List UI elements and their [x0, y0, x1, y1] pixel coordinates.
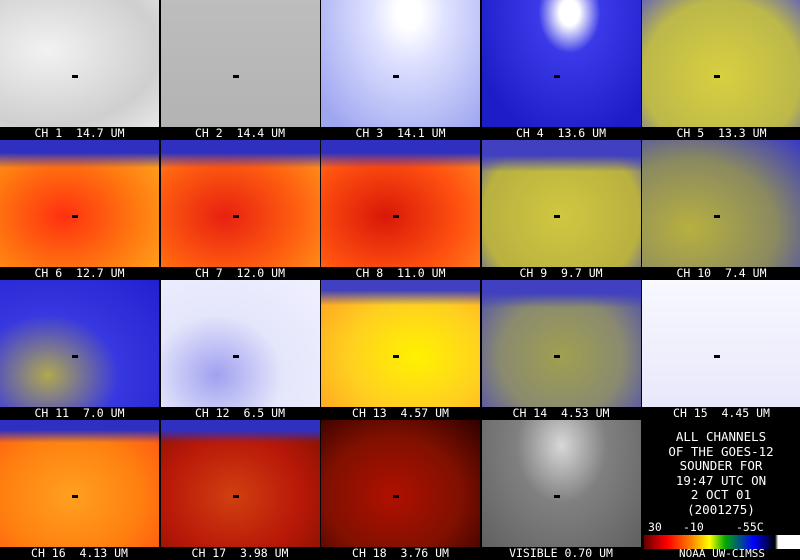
channel-image: [481, 420, 641, 547]
location-marker: [714, 355, 720, 358]
channel-panel: CH 10 7.4 UM: [642, 140, 800, 280]
location-marker: [72, 75, 78, 78]
channel-label: CH 6 12.7 UM: [34, 266, 125, 280]
location-marker: [232, 355, 239, 358]
location-marker: [232, 495, 239, 498]
channel-panel: CH 7 12.0 UM: [160, 140, 320, 280]
channel-label: CH 18 3.76 UM: [352, 546, 449, 560]
channel-label: CH 1 14.7 UM: [34, 126, 125, 140]
location-marker: [553, 495, 560, 498]
channel-image: [0, 280, 159, 407]
channel-label: CH 16 4.13 UM: [31, 546, 128, 560]
colorbar-label: -10: [683, 520, 704, 534]
channel-image: [0, 420, 159, 547]
location-marker: [553, 75, 560, 78]
channel-panel: CH 14 4.53 UM: [481, 280, 641, 420]
location-marker: [393, 355, 399, 358]
channel-panel: CH 11 7.0 UM: [0, 280, 159, 420]
channel-image: [642, 280, 800, 407]
credit: NOAA UW-CIMSS: [678, 547, 766, 560]
channel-image: [160, 280, 320, 407]
info-line: SOUNDER FOR: [679, 458, 763, 473]
channel-panel: CH 3 14.1 UM: [321, 0, 480, 140]
channel-label: CH 17 3.98 UM: [191, 546, 289, 560]
location-marker: [232, 215, 239, 218]
channel-label: CH 10 7.4 UM: [676, 266, 767, 280]
channel-image: [160, 140, 320, 267]
channel-panel: CH 17 3.98 UM: [160, 420, 320, 560]
channel-label: CH 11 7.0 UM: [34, 406, 125, 420]
location-marker: [393, 75, 399, 78]
info-line: ALL CHANNELS: [675, 429, 767, 444]
channel-label: CH 4 13.6 UM: [515, 126, 606, 140]
location-marker: [72, 215, 78, 218]
location-marker: [553, 215, 560, 218]
channel-label: CH 3 14.1 UM: [355, 126, 446, 140]
channel-label: CH 5 13.3 UM: [676, 126, 767, 140]
color-bar: [644, 535, 800, 549]
info-block: ALL CHANNELS OF THE GOES-12 SOUNDER FOR 19:…: [642, 429, 800, 517]
location-marker: [393, 495, 399, 498]
channel-label: VISIBLE 0.70 UM: [509, 546, 613, 560]
location-marker: [393, 215, 399, 218]
channel-image: [642, 0, 800, 127]
channel-label: CH 15 4.45 UM: [673, 406, 770, 420]
channel-panel: CH 9 9.7 UM: [481, 140, 641, 280]
channel-panel: VISIBLE 0.70 UM: [481, 420, 641, 560]
channel-panel: CH 13 4.57 UM: [321, 280, 480, 420]
channel-image: [642, 140, 800, 267]
location-marker: [553, 355, 560, 358]
channel-label: CH 2 14.4 UM: [194, 126, 285, 140]
channel-image: [481, 140, 641, 267]
channel-label: CH 14 4.53 UM: [512, 406, 610, 420]
channel-image: [481, 0, 641, 127]
info-line: 19:47 UTC ON: [675, 472, 767, 488]
channel-image: [321, 420, 480, 547]
channel-panel: CH 6 12.7 UM: [0, 140, 159, 280]
channel-label: CH 12 6.5 UM: [194, 406, 285, 420]
channel-image: [481, 280, 641, 407]
channel-panel: CH 15 4.45 UM: [642, 280, 800, 420]
channel-image: [321, 140, 480, 267]
channel-panel: CH 1 14.7 UM: [0, 0, 159, 140]
channel-label: CH 9 9.7 UM: [519, 266, 603, 280]
channel-image: [0, 140, 159, 267]
channel-label: CH 7 12.0 UM: [194, 266, 285, 280]
channel-panel: CH 12 6.5 UM: [160, 280, 320, 420]
info-line: 2 OCT 01: [690, 487, 752, 502]
colorbar-label: -55C: [736, 520, 764, 534]
channel-panel: CH 2 14.4 UM: [160, 0, 320, 140]
channel-image: [160, 420, 320, 547]
channel-label: CH 13 4.57 UM: [352, 406, 449, 420]
location-marker: [714, 75, 720, 78]
channel-image: [321, 280, 480, 407]
info-line: (2001275): [687, 501, 755, 517]
channel-panel: CH 16 4.13 UM: [0, 420, 159, 560]
colorbar-label: 30: [648, 520, 662, 534]
channel-panel: CH 8 11.0 UM: [321, 140, 480, 280]
channel-panel: CH 4 13.6 UM: [481, 0, 641, 140]
channel-panel: CH 18 3.76 UM: [321, 420, 480, 560]
channel-label: CH 8 11.0 UM: [355, 266, 446, 280]
location-marker: [714, 215, 720, 218]
location-marker: [72, 355, 78, 358]
channel-image: [160, 0, 320, 127]
location-marker: [72, 495, 78, 498]
info-line: OF THE GOES-12: [668, 443, 774, 459]
location-marker: [232, 75, 239, 78]
channel-image: [321, 0, 480, 127]
channel-panel: CH 5 13.3 UM: [642, 0, 800, 140]
channel-image: [0, 0, 159, 127]
